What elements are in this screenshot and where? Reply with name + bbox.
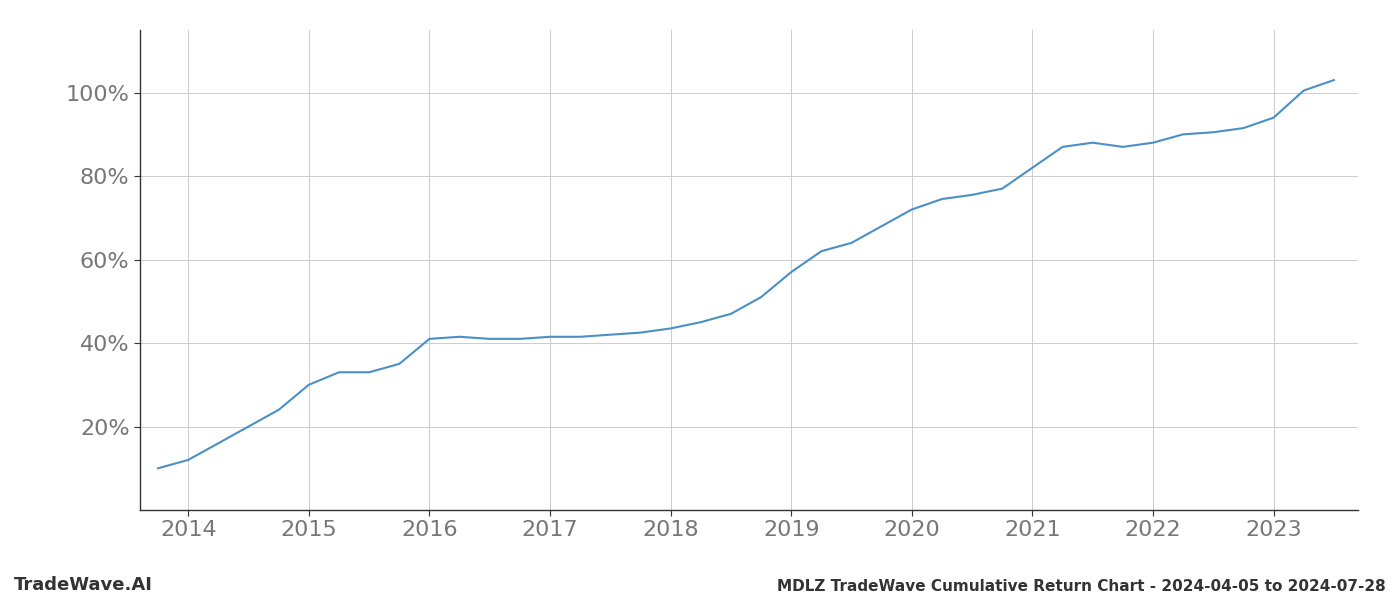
Text: TradeWave.AI: TradeWave.AI bbox=[14, 576, 153, 594]
Text: MDLZ TradeWave Cumulative Return Chart - 2024-04-05 to 2024-07-28: MDLZ TradeWave Cumulative Return Chart -… bbox=[777, 579, 1386, 594]
